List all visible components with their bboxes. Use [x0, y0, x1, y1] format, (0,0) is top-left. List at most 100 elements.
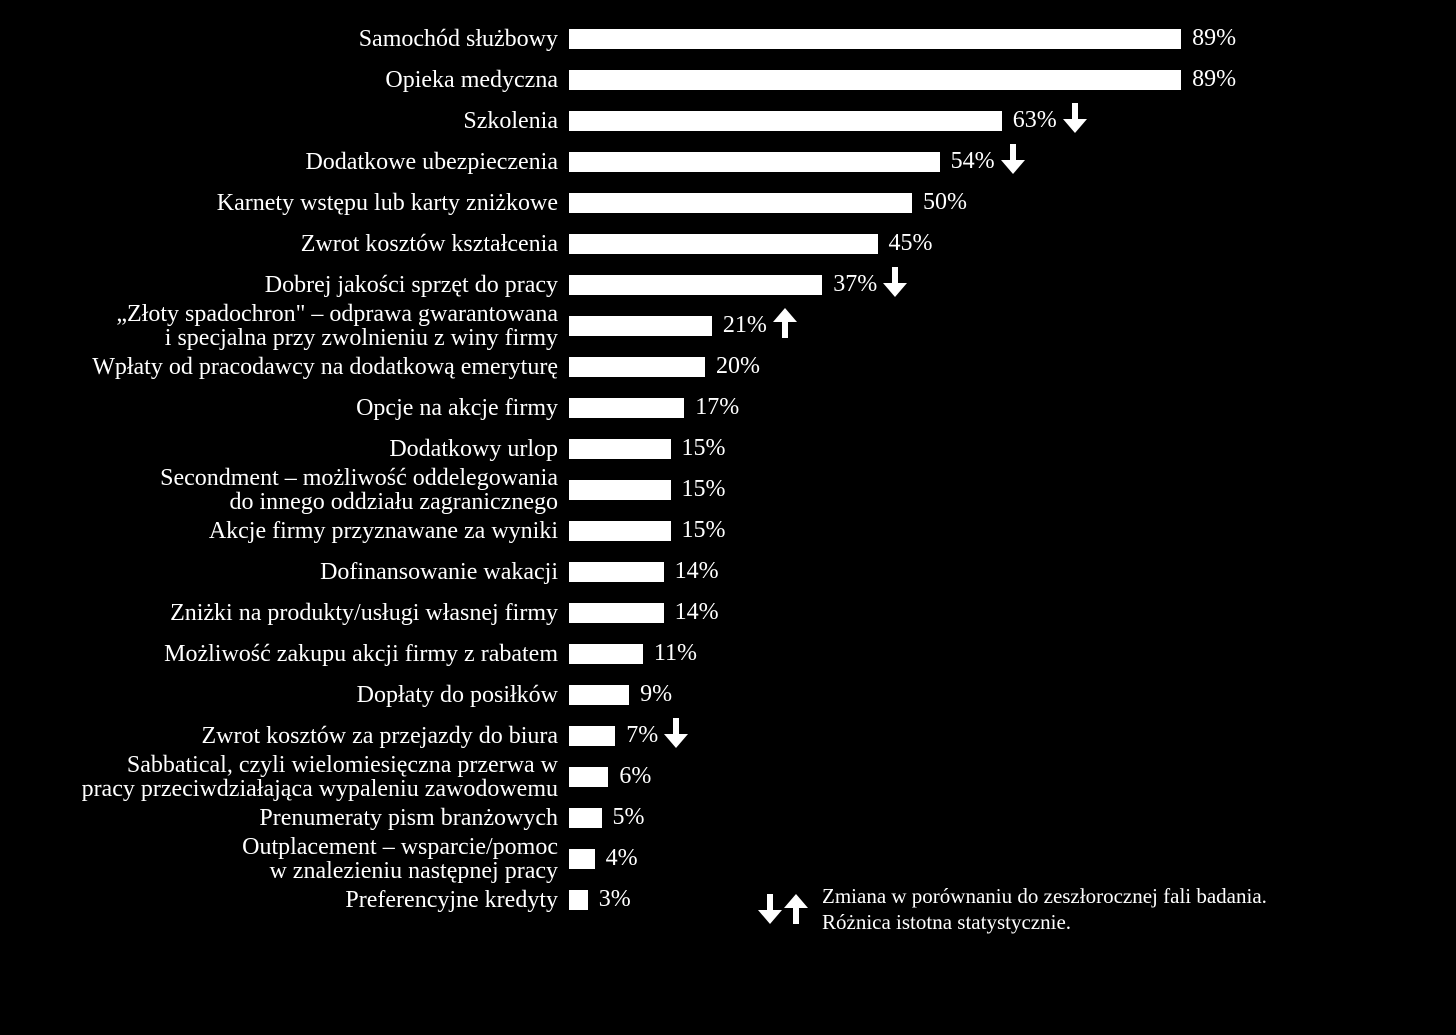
arrow-down-icon	[1063, 103, 1087, 133]
bar-label: Zwrot kosztów kształcenia	[0, 223, 568, 264]
bar-area: 20%	[568, 346, 1456, 387]
bar-area: 63%	[568, 100, 1456, 141]
bar-area: 15%	[568, 510, 1456, 551]
bar-value: 89%	[1192, 25, 1236, 52]
bar-value: 63%	[1013, 107, 1057, 134]
arrow-down-icon	[883, 267, 907, 297]
bar-area: 37%	[568, 264, 1456, 305]
arrow-down-icon	[1063, 103, 1087, 138]
bar	[568, 356, 706, 378]
bar-row: Secondment – możliwość oddelegowaniado i…	[0, 469, 1456, 510]
bar-row: Szkolenia 63%	[0, 100, 1456, 141]
bar-label: Możliwość zakupu akcji firmy z rabatem	[0, 633, 568, 674]
bar-area: 7%	[568, 715, 1456, 756]
arrow-down-icon	[883, 267, 907, 302]
bar	[568, 602, 665, 624]
bar-label: Dobrej jakości sprzęt do pracy	[0, 264, 568, 305]
bar-value: 9%	[640, 681, 672, 708]
legend-line-1: Zmiana w porównaniu do zeszłorocznej fal…	[822, 884, 1267, 908]
bar-area: 54%	[568, 141, 1456, 182]
arrow-up-icon	[784, 894, 808, 924]
bar-label: Dodatkowy urlop	[0, 428, 568, 469]
arrow-up-icon	[773, 308, 797, 343]
legend-line-2: Różnica istotna statystycznie.	[822, 910, 1071, 934]
bar-area: 89%	[568, 59, 1456, 100]
bar-value: 11%	[654, 640, 697, 667]
bar-row: Zwrot kosztów za przejazdy do biura7%	[0, 715, 1456, 756]
legend-text: Zmiana w porównaniu do zeszłorocznej fal…	[822, 883, 1267, 936]
benefits-bar-chart: Samochód służbowy89%Opieka medyczna 89% Sz…	[0, 18, 1456, 920]
bar-row: Dodatkowy urlop15%	[0, 428, 1456, 469]
bar-value: 89%	[1192, 66, 1236, 93]
bar-row: Dobrej jakości sprzęt do pracy 37%	[0, 264, 1456, 305]
bar-value: 20%	[716, 353, 760, 380]
bar-value: 45%	[889, 230, 933, 257]
bar	[568, 438, 672, 460]
bar-value: 37%	[833, 271, 877, 298]
bar-label: Prenumeraty pism branżowych	[0, 797, 568, 838]
bar-label: Akcje firmy przyznawane za wyniki	[0, 510, 568, 551]
bar-label: Dofinansowanie wakacji	[0, 551, 568, 592]
bar-area: 17%	[568, 387, 1456, 428]
bar-area: 14%	[568, 592, 1456, 633]
bar-area: 11%	[568, 633, 1456, 674]
bar-label: Secondment – możliwość oddelegowaniado i…	[0, 469, 568, 510]
bar-area: 89%	[568, 18, 1456, 59]
bar	[568, 28, 1182, 50]
bar-label: Dodatkowe ubezpieczenia	[0, 141, 568, 182]
bar-row: Prenumeraty pism branżowych 5%	[0, 797, 1456, 838]
bar	[568, 807, 603, 829]
bar-value: 5%	[613, 804, 645, 831]
arrow-down-icon	[1001, 144, 1025, 174]
bar-area: 50%	[568, 182, 1456, 223]
arrow-down-icon	[664, 718, 688, 748]
bar-row: Możliwość zakupu akcji firmy z rabatem 11…	[0, 633, 1456, 674]
bar-label: Karnety wstępu lub karty zniżkowe	[0, 182, 568, 223]
arrow-up-icon	[773, 308, 797, 338]
bar	[568, 151, 941, 173]
bar-row: Zwrot kosztów kształcenia 45%	[0, 223, 1456, 264]
bar	[568, 69, 1182, 91]
bar-row: Zniżki na produkty/usługi własnej firmy1…	[0, 592, 1456, 633]
bar-row: Opieka medyczna 89%	[0, 59, 1456, 100]
bar	[568, 397, 685, 419]
bar-label: Opieka medyczna	[0, 59, 568, 100]
bar	[568, 848, 596, 870]
bar	[568, 684, 630, 706]
bar-area: 14%	[568, 551, 1456, 592]
arrow-down-icon	[758, 894, 782, 924]
bar-value: 15%	[682, 476, 726, 503]
bar	[568, 192, 913, 214]
bar-value: 4%	[606, 845, 638, 872]
bar-label: Szkolenia	[0, 100, 568, 141]
bar-area: 15%	[568, 469, 1456, 510]
bar	[568, 315, 713, 337]
bar	[568, 766, 609, 788]
bar-area: 9%	[568, 674, 1456, 715]
bar-row: Samochód służbowy89%	[0, 18, 1456, 59]
bar-row: Karnety wstępu lub karty zniżkowe50%	[0, 182, 1456, 223]
bar-value: 15%	[682, 517, 726, 544]
arrow-down-icon	[1001, 144, 1025, 179]
legend-arrows	[758, 894, 808, 924]
bar	[568, 520, 672, 542]
arrow-down-icon	[664, 718, 688, 753]
bar-label: Wpłaty od pracodawcy na dodatkową emeryt…	[0, 346, 568, 387]
bar-label: Dopłaty do posiłków	[0, 674, 568, 715]
bar-row: Dofinansowanie wakacji 14%	[0, 551, 1456, 592]
bar-area: 45%	[568, 223, 1456, 264]
bar	[568, 561, 665, 583]
bar-row: Sabbatical, czyli wielomiesięczna przerw…	[0, 756, 1456, 797]
bar-area: 15%	[568, 428, 1456, 469]
bar-area: 6%	[568, 756, 1456, 797]
bar-row: Wpłaty od pracodawcy na dodatkową emeryt…	[0, 346, 1456, 387]
bar	[568, 889, 589, 911]
bar-value: 54%	[951, 148, 995, 175]
bar-label: „Złoty spadochron" – odprawa gwarantowan…	[0, 305, 568, 346]
bar-row: Dodatkowe ubezpieczenia 54%	[0, 141, 1456, 182]
bar-value: 14%	[675, 558, 719, 585]
bar-row: „Złoty spadochron" – odprawa gwarantowan…	[0, 305, 1456, 346]
bar-value: 17%	[695, 394, 739, 421]
bar-row: Dopłaty do posiłków 9%	[0, 674, 1456, 715]
bar-value: 21%	[723, 312, 767, 339]
